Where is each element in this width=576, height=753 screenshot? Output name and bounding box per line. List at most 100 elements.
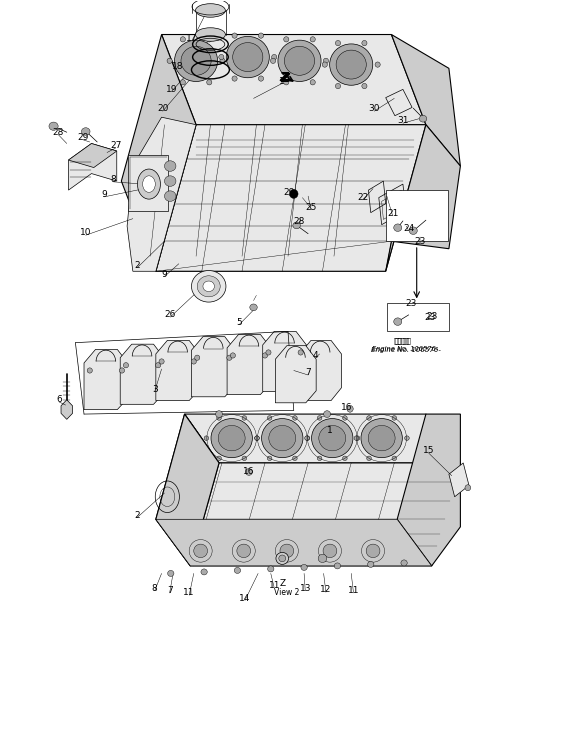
Ellipse shape [280, 544, 294, 558]
Polygon shape [61, 400, 73, 419]
Ellipse shape [293, 456, 297, 461]
Text: 29: 29 [77, 133, 89, 142]
Ellipse shape [343, 456, 347, 461]
Polygon shape [300, 340, 342, 401]
Text: 12: 12 [320, 586, 332, 594]
Ellipse shape [268, 566, 274, 572]
Ellipse shape [289, 189, 298, 198]
Ellipse shape [305, 436, 310, 441]
Text: 22: 22 [357, 193, 368, 202]
Ellipse shape [191, 359, 196, 364]
Text: 4: 4 [313, 351, 319, 360]
Text: Z: Z [279, 71, 289, 84]
Text: 8: 8 [111, 175, 116, 184]
Text: 16: 16 [341, 403, 353, 412]
Text: 23: 23 [426, 312, 437, 321]
Ellipse shape [355, 436, 360, 441]
Ellipse shape [191, 270, 226, 302]
Ellipse shape [394, 224, 402, 231]
Text: 18: 18 [172, 62, 183, 72]
Ellipse shape [201, 569, 207, 575]
Ellipse shape [279, 555, 286, 562]
Polygon shape [69, 144, 117, 190]
Polygon shape [84, 349, 128, 410]
Ellipse shape [317, 456, 322, 461]
Ellipse shape [262, 419, 303, 458]
Ellipse shape [165, 175, 176, 186]
Text: Engine No. 106576-: Engine No. 106576- [371, 347, 441, 353]
Polygon shape [392, 35, 460, 166]
Ellipse shape [165, 191, 176, 201]
Ellipse shape [195, 355, 200, 361]
Text: 適用番号: 適用番号 [395, 337, 411, 343]
Text: 9: 9 [162, 270, 168, 279]
Ellipse shape [263, 353, 268, 358]
Ellipse shape [175, 40, 218, 81]
Polygon shape [449, 463, 469, 497]
Ellipse shape [123, 363, 128, 368]
Bar [386, 190, 448, 241]
Bar [387, 303, 449, 331]
Text: 23: 23 [415, 236, 426, 245]
Ellipse shape [49, 122, 58, 130]
Ellipse shape [167, 58, 172, 63]
Polygon shape [156, 414, 219, 566]
Polygon shape [184, 414, 460, 463]
Text: 7: 7 [305, 368, 311, 377]
Ellipse shape [138, 169, 161, 199]
Text: 31: 31 [397, 117, 409, 126]
Ellipse shape [203, 281, 214, 291]
Ellipse shape [181, 47, 211, 75]
Ellipse shape [220, 58, 225, 63]
Ellipse shape [219, 54, 224, 59]
Ellipse shape [284, 80, 289, 85]
Ellipse shape [234, 568, 241, 574]
Text: 3: 3 [152, 385, 158, 394]
Ellipse shape [401, 560, 407, 566]
Ellipse shape [242, 456, 247, 461]
Text: 30: 30 [369, 105, 380, 114]
Polygon shape [127, 117, 196, 271]
Ellipse shape [195, 4, 225, 17]
Ellipse shape [285, 47, 314, 75]
Text: Engine No. 106576-: Engine No. 106576- [372, 346, 438, 352]
Ellipse shape [323, 58, 328, 63]
Polygon shape [275, 346, 316, 403]
Ellipse shape [392, 456, 397, 461]
Text: 28: 28 [52, 128, 64, 137]
Text: 16: 16 [243, 467, 255, 476]
Polygon shape [386, 125, 460, 271]
Ellipse shape [180, 80, 185, 85]
Ellipse shape [233, 43, 263, 72]
Ellipse shape [419, 115, 427, 122]
Polygon shape [386, 90, 412, 116]
Polygon shape [190, 463, 460, 566]
Ellipse shape [465, 485, 471, 491]
Ellipse shape [230, 353, 236, 358]
Ellipse shape [298, 350, 303, 355]
Text: 23: 23 [406, 299, 416, 308]
Text: 6: 6 [56, 395, 62, 404]
Ellipse shape [367, 562, 374, 568]
Polygon shape [69, 144, 117, 168]
Ellipse shape [362, 84, 367, 89]
Ellipse shape [143, 175, 156, 192]
Ellipse shape [334, 563, 340, 569]
Ellipse shape [168, 571, 174, 577]
Polygon shape [191, 337, 235, 397]
Ellipse shape [226, 36, 270, 78]
Ellipse shape [227, 355, 232, 361]
Text: 8: 8 [152, 584, 158, 593]
Polygon shape [120, 344, 164, 404]
Text: 5: 5 [236, 318, 242, 327]
Text: 11: 11 [268, 581, 280, 590]
Text: 11: 11 [348, 586, 359, 595]
Polygon shape [156, 340, 199, 401]
Ellipse shape [293, 416, 297, 420]
Text: 9: 9 [101, 190, 107, 199]
Ellipse shape [207, 80, 212, 85]
Ellipse shape [336, 50, 366, 79]
Ellipse shape [284, 37, 289, 42]
Text: 7: 7 [167, 586, 172, 595]
Ellipse shape [119, 368, 124, 373]
